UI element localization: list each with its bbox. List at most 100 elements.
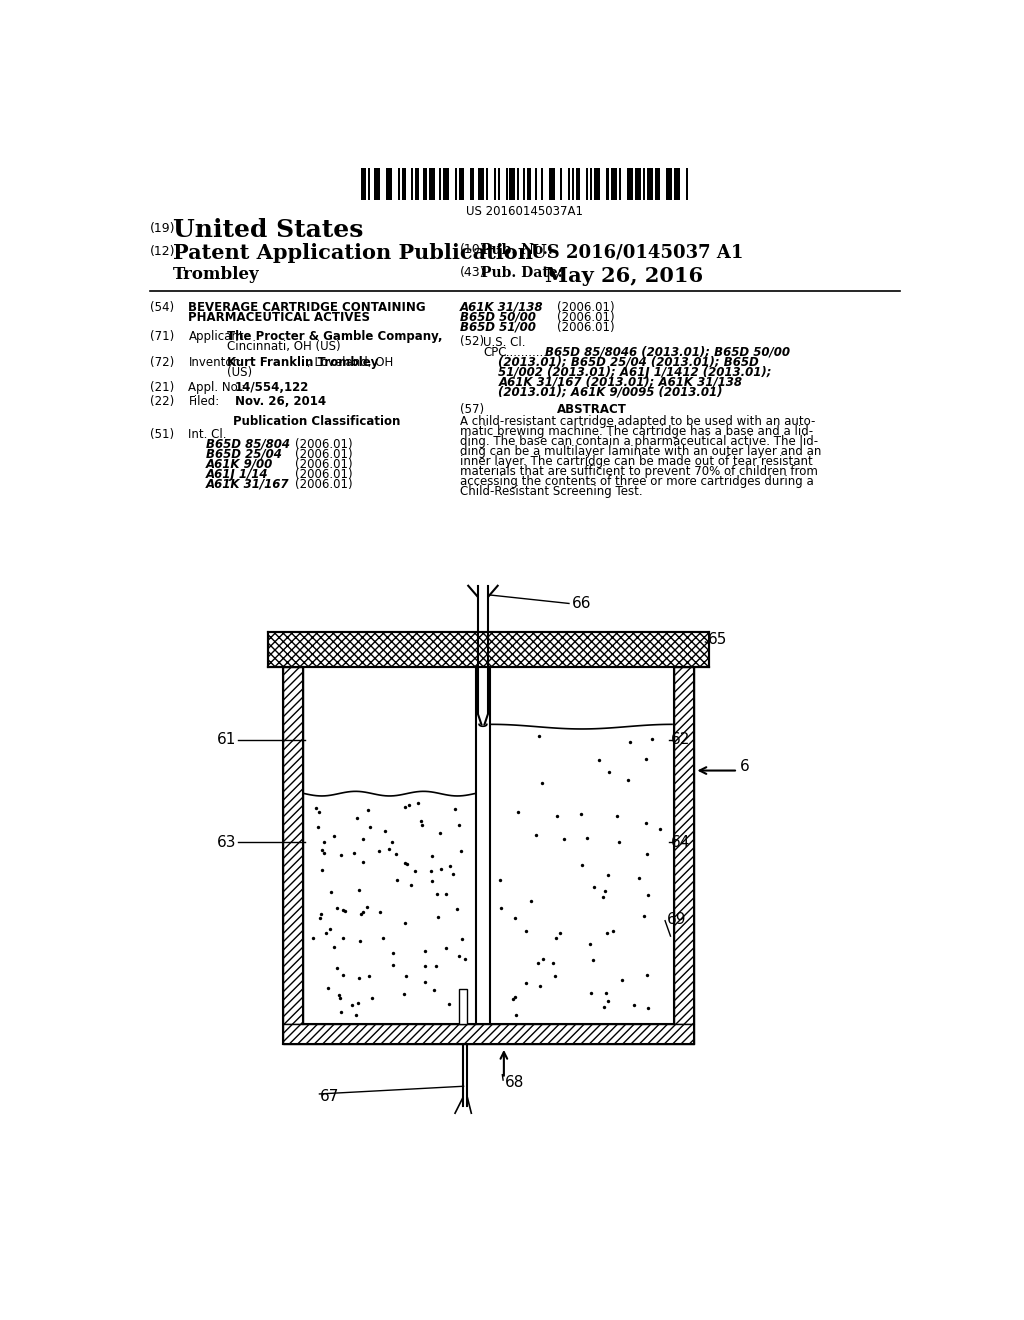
Point	[505, 989, 521, 1010]
Point	[598, 982, 614, 1003]
Point	[587, 876, 603, 898]
Point	[365, 987, 381, 1008]
Text: (2006.01): (2006.01)	[557, 312, 614, 323]
Point	[375, 928, 391, 949]
Point	[347, 1005, 364, 1026]
Point	[528, 824, 545, 845]
Point	[454, 999, 470, 1020]
Point	[600, 865, 616, 886]
Point	[344, 995, 360, 1016]
Point	[359, 800, 376, 821]
Point	[329, 957, 345, 978]
Point	[438, 883, 455, 904]
Point	[398, 965, 415, 986]
Text: (2006.01): (2006.01)	[295, 447, 352, 461]
Point	[556, 829, 572, 850]
Text: Patent Application Publication: Patent Application Publication	[173, 243, 532, 263]
Text: ABSTRACT: ABSTRACT	[556, 404, 627, 416]
Point	[395, 983, 412, 1005]
Text: B65D 50/00: B65D 50/00	[460, 312, 536, 323]
Point	[608, 805, 625, 826]
Point	[385, 954, 401, 975]
Point	[396, 853, 413, 874]
Text: materials that are sufficient to prevent 70% of children from: materials that are sufficient to prevent…	[460, 465, 817, 478]
Point	[333, 845, 349, 866]
Bar	[643, 168, 645, 199]
Point	[417, 940, 433, 961]
Point	[510, 801, 526, 822]
Point	[523, 890, 540, 911]
Text: (71): (71)	[150, 330, 174, 343]
Text: United States: United States	[173, 218, 364, 243]
Point	[398, 854, 415, 875]
Point	[531, 975, 548, 997]
Text: 67: 67	[321, 1089, 340, 1104]
Point	[605, 920, 622, 941]
Point	[574, 854, 591, 875]
Point	[451, 814, 467, 836]
Bar	[627, 168, 633, 199]
Point	[534, 772, 550, 793]
Point	[585, 949, 601, 970]
Bar	[506, 168, 508, 199]
Text: 14/554,122: 14/554,122	[234, 381, 309, 393]
Text: 63: 63	[217, 834, 237, 850]
Text: inner layer. The cartridge can be made out of tear resistant: inner layer. The cartridge can be made o…	[460, 455, 812, 467]
Point	[417, 972, 433, 993]
Point	[531, 726, 548, 747]
Point	[335, 965, 351, 986]
Point	[600, 990, 616, 1011]
Point	[371, 841, 387, 862]
Point	[651, 818, 668, 840]
Point	[305, 928, 322, 949]
Text: Trombley: Trombley	[173, 267, 259, 284]
Point	[507, 986, 523, 1007]
Text: 6: 6	[740, 759, 750, 775]
Point	[352, 931, 369, 952]
Text: Child-Resistant Screening Test.: Child-Resistant Screening Test.	[460, 484, 642, 498]
Text: (2006.01): (2006.01)	[295, 469, 352, 480]
Point	[631, 867, 647, 888]
Point	[410, 792, 426, 813]
Text: A61K 31/167 (2013.01); A61K 31/138: A61K 31/167 (2013.01); A61K 31/138	[499, 376, 742, 388]
Point	[372, 902, 388, 923]
Point	[359, 896, 376, 917]
Text: Filed:: Filed:	[188, 395, 220, 408]
Bar	[647, 168, 652, 199]
Point	[572, 804, 589, 825]
Text: (72): (72)	[150, 356, 174, 370]
Point	[319, 977, 336, 998]
Bar	[470, 168, 474, 199]
Text: 64: 64	[671, 834, 690, 850]
Point	[454, 928, 470, 949]
Point	[346, 842, 362, 863]
Text: 66: 66	[572, 595, 592, 611]
Point	[599, 923, 615, 944]
Point	[639, 843, 655, 865]
Point	[454, 840, 470, 861]
Point	[349, 808, 366, 829]
Bar	[369, 168, 371, 199]
Point	[388, 870, 404, 891]
Point	[547, 965, 563, 986]
Text: 61: 61	[217, 733, 237, 747]
Text: Kurt Franklin Trombley: Kurt Franklin Trombley	[227, 356, 379, 370]
Bar	[459, 168, 465, 199]
Point	[644, 729, 660, 750]
Point	[493, 898, 509, 919]
Point	[352, 903, 369, 924]
Point	[623, 731, 639, 752]
Point	[414, 810, 430, 832]
Bar	[267, 632, 710, 667]
Text: 65: 65	[708, 632, 727, 647]
Point	[323, 919, 339, 940]
Text: (21): (21)	[150, 381, 174, 393]
Text: PHARMACEUTICAL ACTIVES: PHARMACEUTICAL ACTIVES	[188, 312, 371, 323]
Text: U.S. Cl.: U.S. Cl.	[483, 335, 525, 348]
Bar	[541, 168, 543, 199]
Text: A61K 31/167: A61K 31/167	[206, 478, 289, 491]
Bar	[412, 168, 414, 199]
Bar	[620, 168, 622, 199]
Point	[442, 855, 459, 876]
Text: The Procter & Gamble Company,: The Procter & Gamble Company,	[227, 330, 442, 343]
